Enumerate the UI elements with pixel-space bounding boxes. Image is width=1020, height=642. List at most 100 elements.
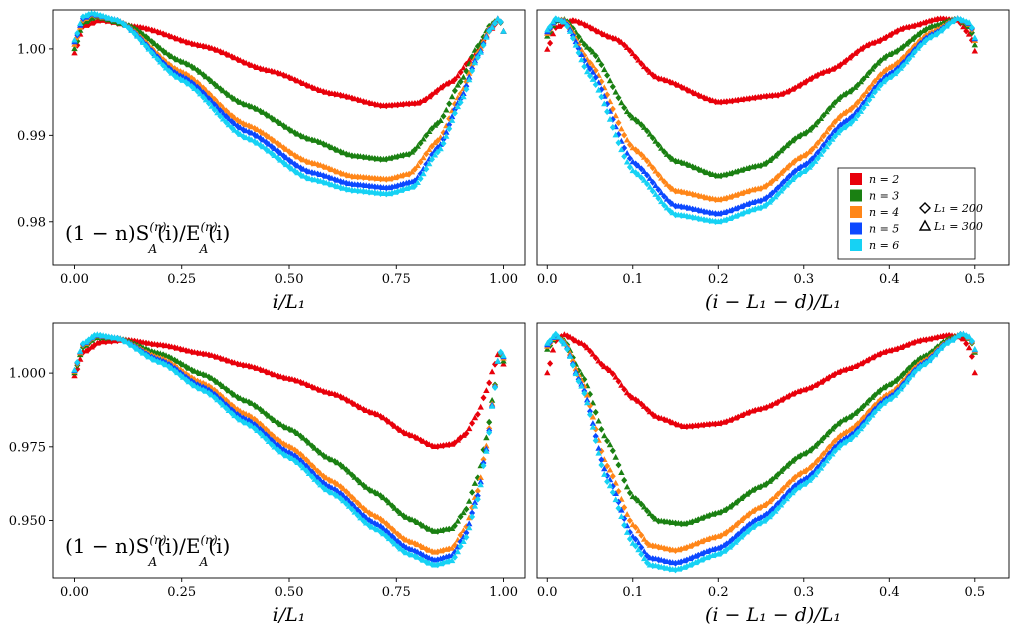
data-point [437,141,444,147]
data-point [220,115,227,122]
data-point [772,507,779,514]
data-point [846,106,853,113]
x-axis-label: (i − L₁ − d)/L₁ [705,291,841,313]
data-point [632,535,639,543]
data-point [466,520,473,527]
data-point [880,54,887,61]
y-tick-label: 0.950 [9,514,46,529]
data-point [891,61,899,67]
data-point [869,394,876,400]
data-point [772,186,779,193]
data-point [937,345,944,351]
x-axis-label: i/L₁ [273,604,306,626]
data-point [937,27,944,34]
data-point [414,99,421,106]
data-point [649,411,656,418]
data-point [263,410,270,418]
data-point [655,141,662,149]
data-point [641,535,648,542]
data-point [480,41,487,49]
data-point [581,41,588,48]
series-n2-top-right [544,15,978,106]
data-point [718,172,725,180]
data-point [561,340,568,347]
data-point [234,97,241,105]
data-point [880,35,887,41]
data-point [718,196,725,203]
data-point [760,502,768,508]
data-point [809,474,816,482]
data-point [408,148,416,155]
data-point [829,101,836,108]
data-point [448,78,456,84]
data-point [595,445,602,451]
data-point [246,61,252,68]
data-point [971,47,978,54]
data-point [406,431,413,439]
data-point [601,471,608,477]
data-point [806,464,813,471]
data-point [621,504,628,511]
data-point [581,63,588,70]
annotation-part: (1 − n)S [65,221,149,245]
data-point [897,45,904,51]
data-point [466,76,473,83]
data-point [672,559,679,567]
data-point [466,425,473,432]
data-point [177,68,184,75]
data-point [598,78,605,85]
data-point [644,180,650,188]
data-point [780,184,787,192]
annotation-part: A [147,242,157,256]
data-point [497,348,504,356]
data-point [234,122,241,130]
x-tick-label: 0.4 [879,585,900,600]
data-point [578,382,585,389]
data-point [547,39,554,47]
data-point [726,503,733,510]
data-point [609,116,616,123]
y-tick-label: 0.99 [17,129,46,144]
data-point [929,335,935,343]
data-point [829,121,836,128]
data-point [477,49,484,55]
data-point [758,162,764,169]
data-point [311,464,318,471]
data-point [797,153,804,161]
data-point [460,90,467,96]
data-point [589,413,597,420]
data-point [775,505,782,512]
data-point [280,159,287,167]
data-point [880,78,887,85]
data-point [477,403,484,410]
data-point [157,58,164,65]
data-point [829,136,836,142]
data-point [311,476,318,482]
data-point [794,471,802,478]
data-point [940,15,947,23]
data-point [88,15,95,21]
data-point [572,41,579,48]
axes-frame [536,322,1010,579]
data-point [797,387,804,395]
data-point [834,96,842,102]
data-point [71,36,78,43]
data-point [740,209,747,217]
data-point [794,453,802,460]
annotation-part: A [199,555,209,569]
data-point [457,68,464,76]
data-point [417,139,424,147]
data-point [820,147,827,155]
data-point [417,158,424,166]
data-point [280,71,287,79]
data-point [869,354,876,361]
x-tick-label: 0.2 [708,585,729,600]
data-point [337,495,344,502]
data-point [800,79,807,86]
data-point [612,453,619,460]
data-point [777,147,785,154]
data-point [434,137,441,144]
data-point [749,518,756,525]
data-point [854,98,861,106]
data-point [963,27,970,35]
